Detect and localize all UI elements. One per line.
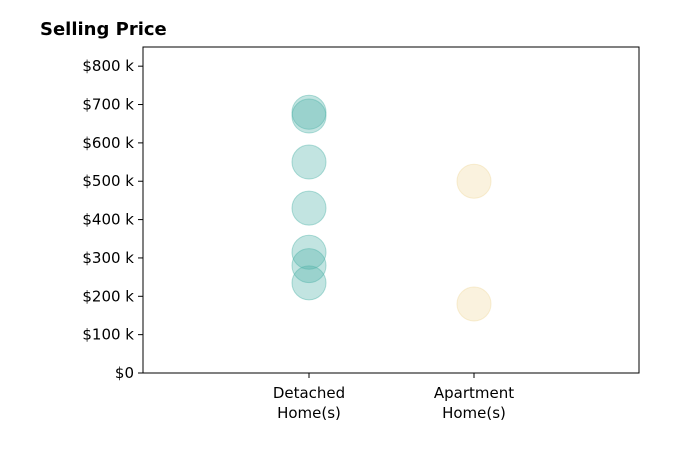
x-tick-label: Home(s) xyxy=(442,404,506,422)
data-points xyxy=(291,94,492,322)
data-point xyxy=(291,265,327,301)
x-tick-label: Detached xyxy=(273,384,345,402)
plot-area xyxy=(142,46,640,374)
x-tick-label: Home(s) xyxy=(277,404,341,422)
data-point xyxy=(291,98,327,134)
data-point xyxy=(456,163,492,199)
y-tick-label: $0 xyxy=(115,364,134,382)
x-tick-label: Apartment xyxy=(434,384,514,402)
data-point xyxy=(291,144,327,180)
x-axis: Detached Home(s) Apartment Home(s) xyxy=(273,373,514,422)
data-point xyxy=(291,234,327,270)
y-tick-label: $800 k xyxy=(82,57,134,75)
y-axis: $0 $100 k $200 k $300 k $400 k $500 k $600 k $7… xyxy=(82,57,143,382)
data-point xyxy=(291,94,327,130)
y-tick-label: $300 k xyxy=(82,249,134,267)
y-tick-label: $600 k xyxy=(82,134,134,152)
data-point xyxy=(456,286,492,322)
data-point xyxy=(291,190,327,226)
y-tick-label: $500 k xyxy=(82,172,134,190)
data-point xyxy=(291,248,327,284)
y-tick-label: $700 k xyxy=(82,96,134,114)
chart-title: Selling Price xyxy=(40,19,167,40)
y-tick-label: $400 k xyxy=(82,211,134,229)
y-tick-label: $100 k xyxy=(82,326,134,344)
y-tick-label: $200 k xyxy=(82,287,134,305)
